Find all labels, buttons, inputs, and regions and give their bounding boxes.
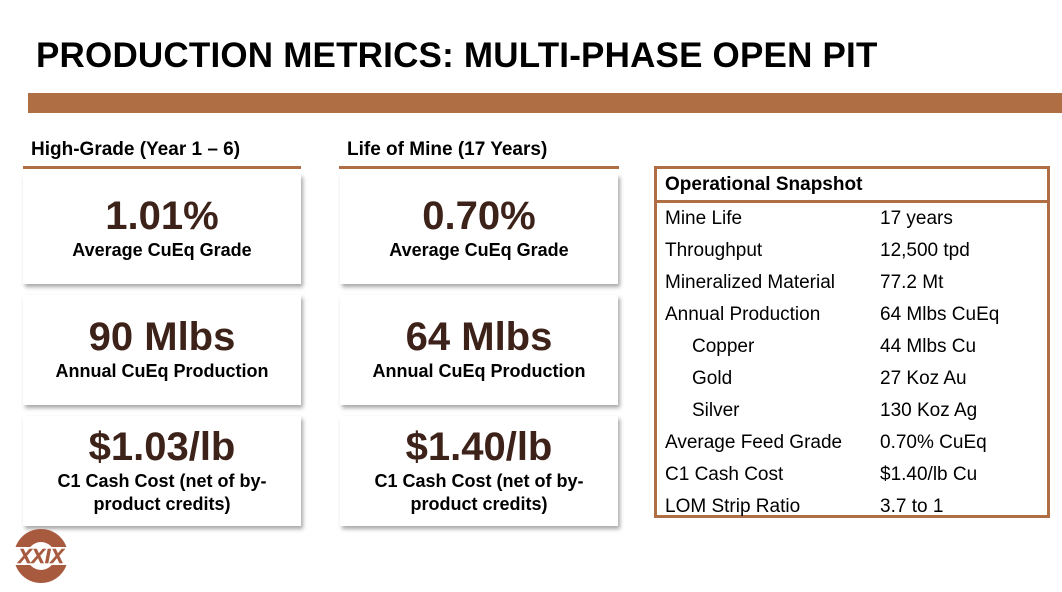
row-value: 130 Koz Ag — [880, 400, 978, 421]
metric-card: 1.01% Average CuEq Grade — [23, 174, 301, 284]
row-key: Average Feed Grade — [665, 432, 843, 453]
life-of-mine-heading: Life of Mine (17 Years) — [347, 139, 548, 160]
table-row: Mine Life 17 years — [657, 203, 1047, 235]
table-row: Annual Production 64 Mlbs CuEq — [657, 299, 1047, 331]
row-value: 0.70% CuEq — [880, 432, 987, 453]
row-value: 44 Mlbs Cu — [880, 336, 977, 357]
row-key: Throughput — [665, 240, 763, 261]
xxix-logo-icon: XXIX — [13, 529, 69, 583]
metric-value: 0.70% — [422, 194, 536, 239]
table-row: Throughput 12,500 tpd — [657, 235, 1047, 267]
metric-card: $1.03/lb C1 Cash Cost (net of by-product… — [23, 416, 301, 526]
row-key: Silver — [692, 400, 740, 421]
row-key: Copper — [692, 336, 755, 357]
metric-card: 90 Mlbs Annual CuEq Production — [23, 295, 301, 405]
table-row: Silver 130 Koz Ag — [657, 395, 1047, 427]
metric-value: $1.03/lb — [88, 424, 236, 469]
high-grade-rule — [23, 166, 301, 169]
table-row: Gold 27 Koz Au — [657, 363, 1047, 395]
snapshot-heading: Operational Snapshot — [657, 169, 1047, 203]
life-of-mine-rule — [339, 166, 619, 169]
metric-value: 64 Mlbs — [405, 315, 553, 360]
metric-card: 64 Mlbs Annual CuEq Production — [340, 295, 618, 405]
table-row: C1 Cash Cost $1.40/lb Cu — [657, 459, 1047, 491]
page-title: PRODUCTION METRICS: MULTI-PHASE OPEN PIT — [36, 36, 878, 75]
metric-value: 1.01% — [105, 194, 219, 239]
row-value: 77.2 Mt — [880, 272, 944, 293]
row-key: Annual Production — [665, 304, 821, 325]
row-value: 12,500 tpd — [880, 240, 970, 261]
metric-value: $1.40/lb — [405, 424, 553, 469]
row-key: C1 Cash Cost — [665, 464, 784, 485]
row-value: 27 Koz Au — [880, 368, 967, 389]
operational-snapshot-table: Operational Snapshot Mine Life 17 years … — [654, 166, 1050, 518]
table-row: Copper 44 Mlbs Cu — [657, 331, 1047, 363]
metric-card: $1.40/lb C1 Cash Cost (net of by-product… — [340, 416, 618, 526]
row-value: 64 Mlbs CuEq — [880, 304, 1000, 325]
metric-label: Average CuEq Grade — [72, 240, 252, 261]
metric-label: Annual CuEq Production — [55, 361, 269, 382]
metric-label: Average CuEq Grade — [389, 240, 569, 261]
table-row: Mineralized Material 77.2 Mt — [657, 267, 1047, 299]
row-key: LOM Strip Ratio — [665, 496, 801, 517]
high-grade-heading: High-Grade (Year 1 – 6) — [31, 139, 241, 160]
row-value: 17 years — [880, 208, 953, 229]
metric-label: C1 Cash Cost (net of by-product credits) — [374, 470, 584, 514]
logo-text: XXIX — [17, 546, 65, 568]
row-key: Mine Life — [665, 208, 743, 229]
row-key: Gold — [692, 368, 733, 389]
table-row: LOM Strip Ratio 3.7 to 1 — [657, 491, 1047, 523]
metric-label: Annual CuEq Production — [372, 361, 586, 382]
row-key: Mineralized Material — [665, 272, 836, 293]
metric-card: 0.70% Average CuEq Grade — [340, 174, 618, 284]
title-accent-bar — [28, 93, 1062, 113]
row-value: 3.7 to 1 — [880, 496, 944, 517]
row-value: $1.40/lb Cu — [880, 464, 978, 485]
table-row: Average Feed Grade 0.70% CuEq — [657, 427, 1047, 459]
metric-label: C1 Cash Cost (net of by-product credits) — [57, 470, 267, 514]
metric-value: 90 Mlbs — [88, 315, 236, 360]
